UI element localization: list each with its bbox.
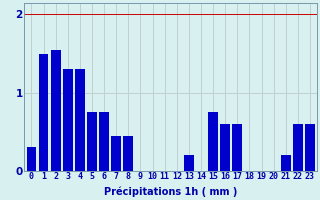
Bar: [39, 54, 48, 171]
Bar: [232, 124, 242, 171]
Bar: [75, 69, 85, 171]
Bar: [220, 124, 230, 171]
X-axis label: Précipitations 1h ( mm ): Précipitations 1h ( mm ): [104, 187, 237, 197]
Bar: [51, 50, 60, 171]
Bar: [111, 136, 121, 171]
Bar: [124, 136, 133, 171]
Bar: [208, 112, 218, 171]
Bar: [27, 147, 36, 171]
Bar: [63, 69, 73, 171]
Bar: [99, 112, 109, 171]
Bar: [305, 124, 315, 171]
Bar: [87, 112, 97, 171]
Bar: [281, 155, 291, 171]
Bar: [184, 155, 194, 171]
Bar: [293, 124, 303, 171]
